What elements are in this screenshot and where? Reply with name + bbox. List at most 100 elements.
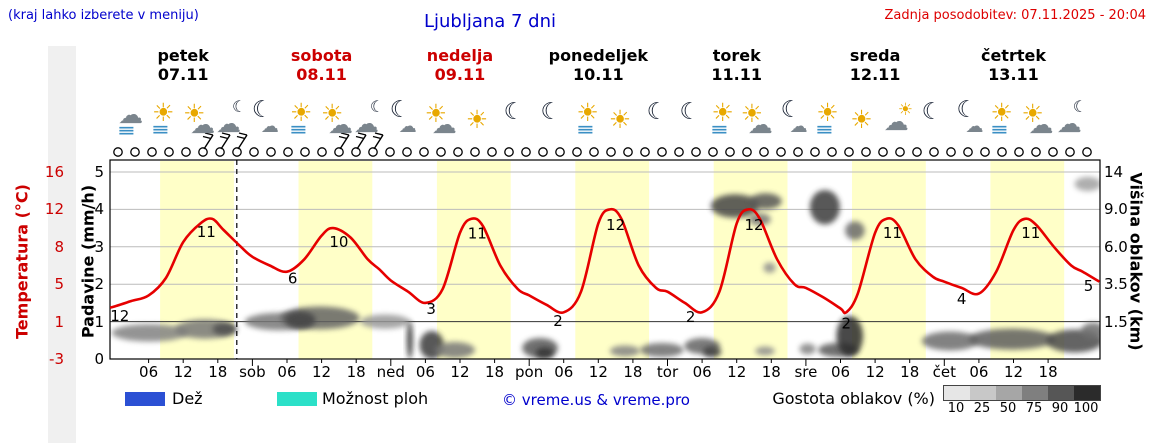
moon-icon: ☾ xyxy=(646,99,668,125)
cloud-cover-symbol xyxy=(674,147,684,157)
day-header-petek: petek 07.11 xyxy=(114,46,252,84)
cloud-blob xyxy=(434,342,475,358)
weather-icon-fog-sun: ☀ ≡ xyxy=(705,99,741,145)
day-name: sreda xyxy=(849,46,901,65)
day-header-nedelja: nedelja 09.11 xyxy=(391,46,529,84)
day-abbrev-label: tor xyxy=(656,363,679,381)
weather-icon-sun: ☀ xyxy=(460,99,496,145)
cloud-icon: ☁ xyxy=(747,110,773,139)
weather-icon-moon: ☾ xyxy=(496,99,532,145)
temp-value-label: 12 xyxy=(110,307,129,325)
cloud-height-axis-label: Višina oblakov (km) xyxy=(1126,172,1146,351)
day-name: ponedeljek xyxy=(548,46,649,65)
cloud-cover-symbol xyxy=(198,147,208,157)
cloud-icon: ☁ xyxy=(883,107,909,136)
sun-icon: ☀ xyxy=(897,100,913,120)
moon-icon: ☾ xyxy=(679,99,701,125)
cloud-blob xyxy=(360,314,410,329)
precip-tick: 3 xyxy=(94,237,104,256)
weather-icon-fog-sun: ☀ ≡ xyxy=(284,99,320,145)
wind-barb xyxy=(236,132,248,150)
weather-icon-cloud-moon: ☾ ☁ xyxy=(213,99,249,145)
cloud-cover-symbol xyxy=(793,147,803,157)
day-date: 07.11 xyxy=(157,65,209,84)
cloud-cover-symbol xyxy=(130,147,140,157)
day-date: 11.11 xyxy=(711,65,763,84)
temp-value-label: 2 xyxy=(686,308,696,326)
cloud-icon: ☁ xyxy=(353,109,379,138)
day-name: četrtek xyxy=(980,46,1046,65)
cloud-blob xyxy=(212,322,237,336)
temp-tick: 5 xyxy=(54,275,64,294)
day-date: 12.11 xyxy=(849,65,901,84)
weather-icon-sun-cloud: ☀ ☁ xyxy=(422,99,458,145)
time-tick-label: 06 xyxy=(969,363,989,381)
cloud-blob xyxy=(609,345,640,357)
cloud-cover-symbol xyxy=(215,147,225,157)
weather-icon-moon: ☾ xyxy=(671,99,707,145)
sun-icon: ☀ xyxy=(1021,99,1044,128)
day-abbrev-label: sre xyxy=(794,363,818,381)
daytime-bands xyxy=(160,161,1065,359)
cloud-density-scale xyxy=(943,385,1101,401)
cloud-cover-symbol xyxy=(453,147,463,157)
sun-icon: ☀ xyxy=(289,98,313,127)
cloud-cover-symbol xyxy=(249,147,259,157)
precip-tick: 0 xyxy=(94,350,104,368)
cloud-cover-symbol xyxy=(1031,147,1041,157)
temp-value-label: 6 xyxy=(288,270,298,288)
moon-icon: ☾ xyxy=(1072,97,1088,116)
time-tick-label: 06 xyxy=(415,363,435,381)
temp-tick: 1 xyxy=(54,312,64,331)
time-tick-label: 12 xyxy=(588,363,608,381)
day-abbrev-label: sob xyxy=(239,363,266,381)
weather-icon-moon: ☾ xyxy=(914,99,950,145)
cloud-blob xyxy=(755,346,775,356)
temp-tick: 12 xyxy=(44,200,64,219)
cloud-blob xyxy=(749,193,782,210)
temp-value-label: 11 xyxy=(1021,224,1040,242)
cloud-cover-symbol xyxy=(164,147,174,157)
cloud-cover-symbol xyxy=(1065,147,1075,157)
cloud-cover-symbol xyxy=(861,147,871,157)
cloud-blob xyxy=(535,347,554,359)
cloud-blob xyxy=(1081,322,1100,340)
sun-icon: ☀ xyxy=(990,98,1013,127)
fog-icon: ≡ xyxy=(989,122,1009,138)
cloud-blob xyxy=(763,262,776,273)
temperature-curve xyxy=(110,207,1100,315)
time-tick-label: 18 xyxy=(623,363,643,381)
moon-icon: ☾ xyxy=(956,97,978,123)
density-scale-segment xyxy=(1048,386,1074,400)
precip-tick: 4 xyxy=(94,200,104,219)
showers-legend-swatch xyxy=(277,392,317,406)
cloud-cover-symbol xyxy=(555,147,565,157)
day-header-torek: torek 11.11 xyxy=(668,46,806,84)
density-tick-label: 75 xyxy=(1025,401,1043,416)
cloud-height-tick: 9.0 xyxy=(1104,200,1128,219)
weather-icon-sun: ☀ xyxy=(603,99,639,145)
weather-icon-sun-cloud: ☀ ☁ xyxy=(180,99,216,145)
cloud-blob xyxy=(406,321,413,359)
cloud-blob xyxy=(702,346,722,358)
moon-icon: ☾ xyxy=(540,99,562,125)
cloud-icon: ☁ xyxy=(965,116,984,137)
weather-icon-moon-cloud: ☾ ☁ xyxy=(384,99,420,145)
weather-icon-moon-cloud: ☾ ☁ xyxy=(775,99,811,145)
temp-value-label: 12 xyxy=(744,216,763,234)
day-date: 09.11 xyxy=(434,65,486,84)
day-name: torek xyxy=(712,46,761,65)
cloud-cover-symbol xyxy=(402,147,412,157)
fog-icon: ≡ xyxy=(117,123,136,139)
weather-icon-sun: ☀ xyxy=(844,99,880,145)
last-update-label: Zadnja posodobitev: 07.11.2025 - 20:04 xyxy=(884,8,1146,23)
temp-value-label: 11 xyxy=(468,225,487,243)
time-tick-label: 12 xyxy=(865,363,885,381)
credit-link[interactable]: © vreme.us & vreme.pro xyxy=(502,391,690,409)
time-tick-label: 18 xyxy=(900,363,920,381)
fog-icon: ≡ xyxy=(288,122,308,138)
cloud-cover-symbol xyxy=(283,147,293,157)
day-name: nedelja xyxy=(426,46,494,65)
day-name: sobota xyxy=(290,46,353,65)
